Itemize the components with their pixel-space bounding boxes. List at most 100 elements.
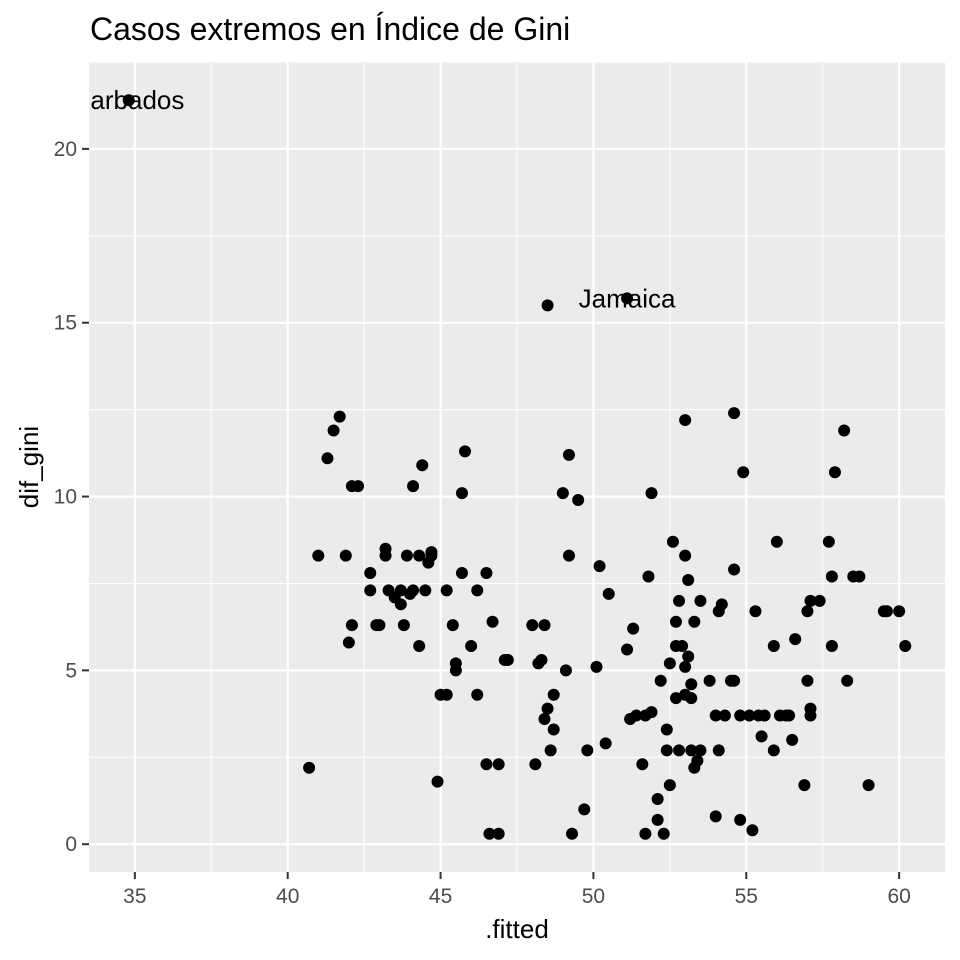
y-axis: 0 5 10 15 20 xyxy=(54,138,89,856)
y-tick-label: 5 xyxy=(65,659,77,682)
scatter-point xyxy=(685,692,698,705)
scatter-point xyxy=(651,792,664,805)
x-tick-label: 45 xyxy=(429,885,452,908)
scatter-point xyxy=(352,480,365,493)
scatter-point xyxy=(669,692,682,705)
scatter-point xyxy=(663,779,676,792)
scatter-point xyxy=(345,619,358,632)
scatter-point xyxy=(419,584,432,597)
scatter-point xyxy=(825,570,838,583)
scatter-point xyxy=(327,424,340,437)
scatter-point xyxy=(758,709,771,722)
scatter-point xyxy=(465,640,478,653)
scatter-point xyxy=(581,744,594,757)
scatter-point xyxy=(679,549,692,562)
scatter-point xyxy=(737,466,750,479)
scatter-point xyxy=(838,424,851,437)
scatter-point xyxy=(413,549,426,562)
scatter-point xyxy=(471,584,484,597)
scatter-point xyxy=(767,744,780,757)
scatter-point xyxy=(407,480,420,493)
scatter-point xyxy=(691,754,704,767)
x-tick-label: 60 xyxy=(887,885,910,908)
scatter-point xyxy=(694,744,707,757)
scatter-point xyxy=(602,587,615,600)
scatter-point xyxy=(547,688,560,701)
scatter-point xyxy=(455,567,468,580)
scatter-point xyxy=(397,619,410,632)
scatter-point xyxy=(645,487,658,500)
scatter-point xyxy=(899,640,912,653)
scatter-point xyxy=(673,594,686,607)
scatter-point xyxy=(685,744,698,757)
scatter-point xyxy=(440,688,453,701)
scatter-point xyxy=(746,824,759,837)
scatter-point xyxy=(789,633,802,646)
scatter-point xyxy=(471,688,484,701)
scatter-point xyxy=(333,410,346,423)
scatter-point xyxy=(312,549,325,562)
scatter-point xyxy=(660,744,673,757)
scatter-point xyxy=(786,733,799,746)
scatter-point xyxy=(627,622,640,635)
scatter-point xyxy=(486,615,499,628)
scatter-point xyxy=(755,730,768,743)
scatter-point xyxy=(544,744,557,757)
x-tick-label: 50 xyxy=(582,885,605,908)
scatter-point xyxy=(743,709,756,722)
scatter-point xyxy=(541,702,554,715)
scatter-point xyxy=(694,594,707,607)
gridlines xyxy=(89,61,945,872)
scatter-point xyxy=(679,414,692,427)
scatter-point xyxy=(645,706,658,719)
scatter-point xyxy=(425,549,438,562)
scatter-point xyxy=(541,299,554,312)
scatter-point xyxy=(483,827,496,840)
scatter-point xyxy=(122,94,135,107)
scatter-point xyxy=(562,448,575,461)
scatter-point xyxy=(455,487,468,500)
scatter-point xyxy=(767,640,780,653)
y-tick-label: 0 xyxy=(65,833,77,856)
scatter-point xyxy=(709,810,722,823)
scatter-point xyxy=(718,709,731,722)
scatter-point xyxy=(804,594,817,607)
scatter-point xyxy=(676,640,689,653)
scatter-point xyxy=(547,723,560,736)
y-tick-label: 10 xyxy=(54,486,77,509)
scatter-point xyxy=(407,584,420,597)
scatter-point xyxy=(394,598,407,611)
scatter-point xyxy=(593,560,606,573)
scatter-point xyxy=(715,598,728,611)
x-axis-title: .fitted xyxy=(485,914,549,944)
scatter-point xyxy=(394,584,407,597)
scatter-point xyxy=(572,494,585,507)
scatter-point xyxy=(663,657,676,670)
point-label: Barbados xyxy=(73,85,184,115)
scatter-point xyxy=(734,709,747,722)
scatter-point xyxy=(669,615,682,628)
scatter-point xyxy=(841,674,854,687)
scatter-point xyxy=(801,605,814,618)
scatter-point xyxy=(364,584,377,597)
scatter-point xyxy=(828,466,841,479)
scatter-point xyxy=(578,803,591,816)
scatter-point xyxy=(566,827,579,840)
scatter-point xyxy=(599,737,612,750)
scatter-point xyxy=(559,664,572,677)
scatter-point xyxy=(749,605,762,618)
scatter-point xyxy=(446,619,459,632)
y-tick-label: 20 xyxy=(54,138,77,161)
scatter-point xyxy=(798,779,811,792)
scatter-point xyxy=(709,709,722,722)
scatter-point xyxy=(590,660,603,673)
x-tick-label: 35 xyxy=(123,885,146,908)
scatter-point xyxy=(538,713,551,726)
x-axis: 35 40 45 50 55 60 xyxy=(123,872,911,908)
scatter-point xyxy=(712,744,725,757)
scatter-point xyxy=(379,542,392,555)
scatter-point xyxy=(770,535,783,548)
scatter-point xyxy=(321,452,334,465)
scatter-point xyxy=(621,292,634,305)
